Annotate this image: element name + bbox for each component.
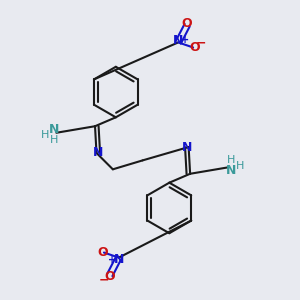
Text: O: O <box>97 246 108 259</box>
Text: N: N <box>182 140 192 154</box>
Text: +: + <box>108 255 116 265</box>
Text: H: H <box>227 155 235 165</box>
Text: N: N <box>173 34 183 47</box>
Text: N: N <box>226 164 236 177</box>
Text: H: H <box>50 135 58 145</box>
Text: −: − <box>99 274 109 287</box>
Text: N: N <box>114 253 124 266</box>
Text: H: H <box>236 161 244 171</box>
Text: −: − <box>195 37 206 50</box>
Text: O: O <box>182 17 193 30</box>
Text: +: + <box>181 35 189 45</box>
Text: O: O <box>105 270 115 283</box>
Text: N: N <box>93 146 103 160</box>
Text: O: O <box>189 41 200 54</box>
Text: N: N <box>49 123 59 136</box>
Text: H: H <box>41 130 49 140</box>
